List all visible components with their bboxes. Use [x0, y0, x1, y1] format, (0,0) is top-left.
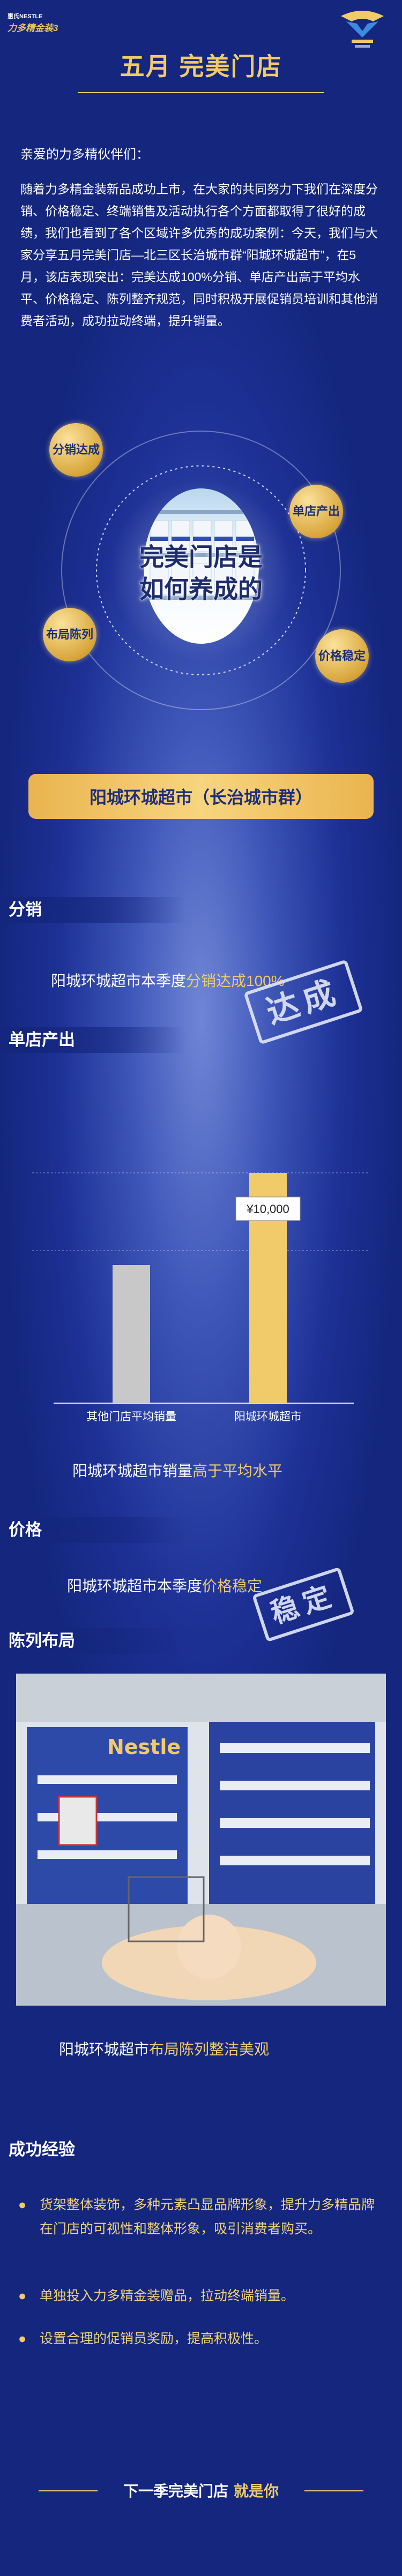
footer-line-right	[304, 2490, 363, 2491]
output-caption: 阳城环城超市销量高于平均水平	[72, 1459, 282, 1481]
distribution-text-prefix: 阳城环城超市本季度	[51, 973, 187, 989]
footer-text: 下一季完美门店	[123, 2483, 228, 2499]
price-text-highlight: 价格稳定	[202, 1578, 263, 1594]
experience-item-3: ● 设置合理的促销员奖励，提高积极性。	[18, 2327, 385, 2351]
brand-top-text: 惠氏NESTLE	[8, 13, 43, 20]
brand-logo: 惠氏NESTLE 力多精金装3	[8, 12, 58, 34]
section-heading-price: 价格	[0, 1517, 185, 1543]
badge-display: 布局陈列	[43, 608, 96, 661]
intro-greeting: 亲爱的力多精伙伴们：	[20, 147, 149, 162]
bullet-icon: ●	[18, 2288, 27, 2303]
center-question-line2: 如何养成的	[139, 575, 263, 603]
section-heading-display: 陈列布局	[0, 1628, 185, 1654]
footer: 下一季完美门店 就是你	[0, 2480, 402, 2501]
stamp-stable: 稳定	[251, 1566, 355, 1643]
wyeth-logo-icon	[341, 11, 384, 48]
data-label-box	[235, 1196, 301, 1221]
bullet-icon: ●	[18, 2331, 27, 2346]
experience-item-1: ● 货架整体装饰，多种元素凸显品牌形象，提升力多精品牌在门店的可视性和整体形象，吸…	[18, 2193, 385, 2241]
distribution-text: 阳城环城超市本季度分销达成100%	[51, 969, 285, 991]
x-tick-label-2: 阳城环城超市	[234, 1411, 302, 1423]
brand-main-text: 力多精金装3	[8, 23, 58, 33]
output-caption-prefix: 阳城环城超市销量	[72, 1463, 193, 1479]
price-text-prefix: 阳城环城超市本季度	[67, 1578, 203, 1594]
center-question: 完美门店是 如何养成的	[117, 541, 285, 605]
svg-text:Nestle: Nestle	[107, 1735, 181, 1759]
footer-line-left	[39, 2490, 98, 2491]
x-tick-label-1: 其他门店平均销量	[86, 1411, 176, 1423]
footer-highlight: 就是你	[234, 2483, 279, 2499]
section-heading-experience: 成功经验	[0, 2137, 185, 2163]
data-label: ¥10,000	[246, 1202, 289, 1216]
output-bar-chart: 其他门店平均销量 阳城环城超市 ¥10,000	[32, 1172, 370, 1423]
store-banner: 阳城环城超市（长治城市群）	[28, 774, 374, 819]
bar-1	[113, 1265, 150, 1403]
section-heading-output: 单店产出	[0, 1027, 185, 1053]
intro-body: 随着力多精金装新品成功上市，在大家的共同努力下我们在深度分销、价格稳定、终端销售…	[20, 182, 378, 328]
center-shelf-photo	[144, 488, 259, 644]
experience-item-2: ● 单独投入力多精金装赠品，拉动终端销量。	[18, 2284, 385, 2308]
center-question-line1: 完美门店是	[139, 543, 263, 571]
title-underline	[78, 92, 324, 93]
section-heading-distribution: 分销	[0, 897, 185, 923]
display-caption-highlight: 布局陈列整洁美观	[149, 2041, 270, 2058]
display-caption: 阳城环城超市布局陈列整洁美观	[59, 2038, 269, 2059]
badge-output: 单店产出	[289, 485, 343, 538]
badge-distribution: 分销达成	[49, 423, 103, 477]
page-title-block: 五月 完美门店	[78, 47, 324, 93]
page-title: 五月 完美门店	[120, 52, 282, 80]
price-text: 阳城环城超市本季度价格稳定	[67, 1575, 262, 1596]
display-caption-prefix: 阳城环城超市	[59, 2041, 150, 2058]
bullet-icon: ●	[18, 2197, 27, 2212]
distribution-text-highlight: 分销达成100%	[186, 973, 285, 989]
badge-price: 价格稳定	[315, 629, 369, 683]
output-caption-highlight: 高于平均水平	[192, 1463, 283, 1479]
store-display-photo: Nestle	[16, 1674, 386, 2006]
